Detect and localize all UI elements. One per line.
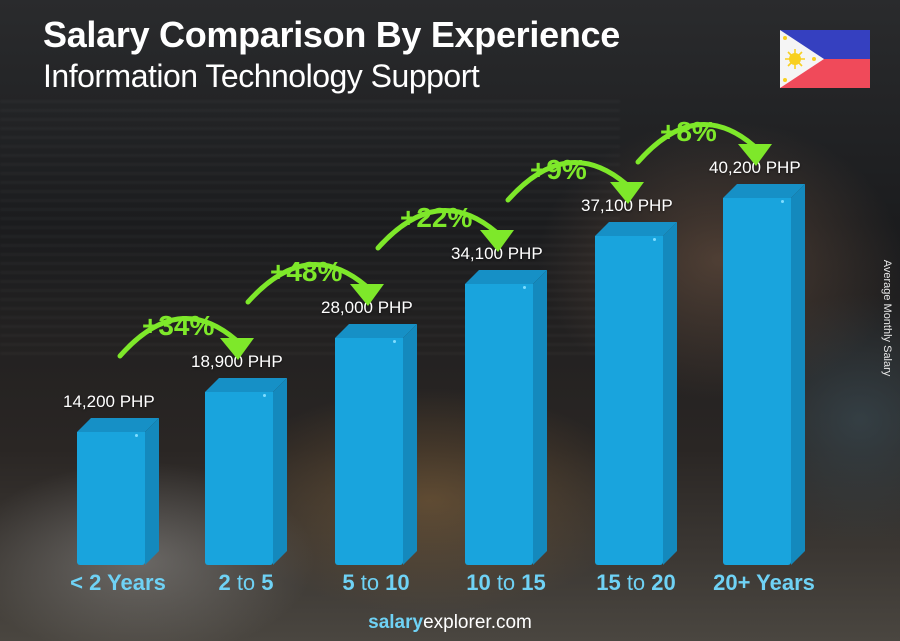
bar-5 xyxy=(723,184,805,565)
value-label: 14,200 PHP xyxy=(63,392,155,411)
growth-arrow-icon xyxy=(635,122,772,166)
growth-arrow-icon xyxy=(117,316,254,360)
growth-arrow-icon xyxy=(375,208,514,252)
bar-2 xyxy=(335,324,417,565)
value-label: 34,100 PHP xyxy=(451,244,543,263)
x-axis-category-label: 2 to 5 xyxy=(218,570,274,595)
growth-percent-label: +48% xyxy=(270,256,343,287)
bar-3 xyxy=(465,270,547,565)
growth-percent-label: +22% xyxy=(400,202,473,233)
bar-0 xyxy=(77,418,159,565)
value-label: 18,900 PHP xyxy=(191,352,283,371)
growth-percent-label: +34% xyxy=(142,310,215,341)
philippines-flag-icon xyxy=(780,30,870,88)
growth-percent-label: +8% xyxy=(660,116,717,147)
value-label: 28,000 PHP xyxy=(321,298,413,317)
x-axis-category-label: 10 to 15 xyxy=(466,570,546,595)
x-axis-category-label: < 2 Years xyxy=(70,570,166,595)
value-label: 37,100 PHP xyxy=(581,196,673,215)
x-axis-category-label: 5 to 10 xyxy=(342,570,410,595)
value-label: 40,200 PHP xyxy=(709,158,801,177)
footer-brand: salaryexplorer.com xyxy=(368,612,532,633)
chart-subtitle: Information Technology Support xyxy=(43,58,480,94)
x-axis-category-label: 20+ Years xyxy=(713,570,815,595)
growth-arrow-icon xyxy=(505,160,644,204)
x-axis-category-label: 15 to 20 xyxy=(596,570,676,595)
y-axis-label: Average Monthly Salary xyxy=(881,259,893,377)
growth-arrow-icon xyxy=(245,262,384,306)
chart-title: Salary Comparison By Experience xyxy=(43,14,620,55)
bar-1 xyxy=(205,378,287,565)
growth-percent-label: +9% xyxy=(530,154,587,185)
bar-4 xyxy=(595,222,677,565)
